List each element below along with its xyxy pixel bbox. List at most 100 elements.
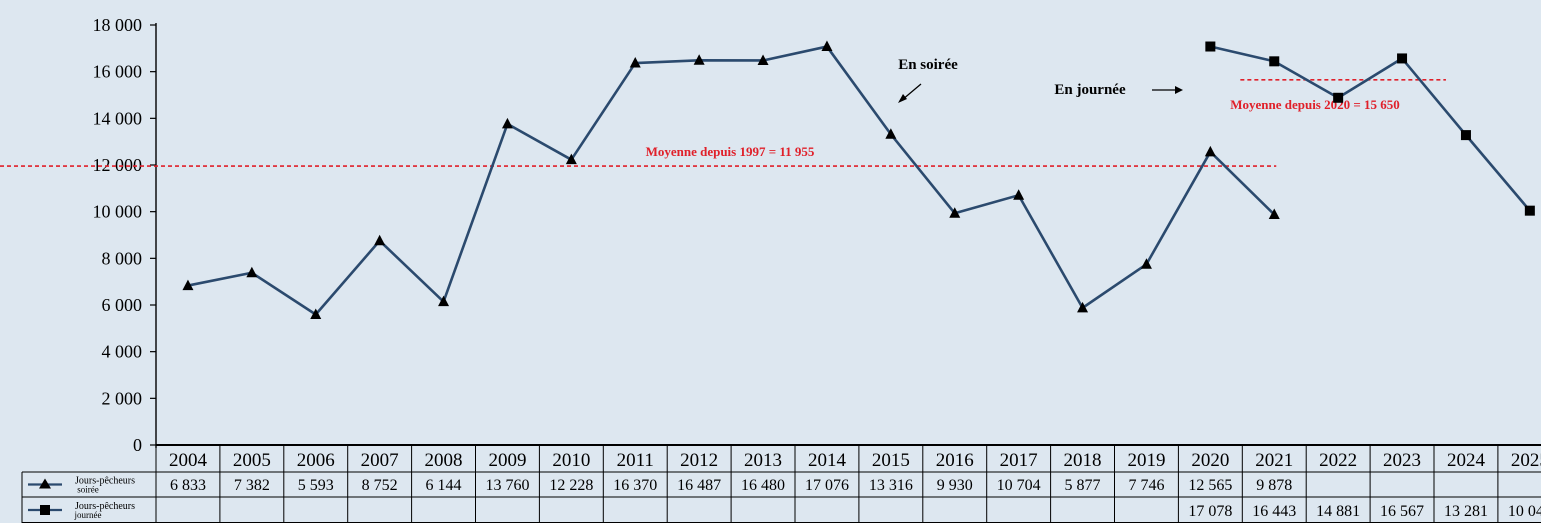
data-point-0-2015 [885,128,897,139]
average-label-1: Moyenne depuis 2020 = 15 650 [1230,97,1400,112]
data-point-0-2012 [693,54,705,65]
x-tick-label-2017: 2017 [1000,450,1038,471]
data-point-0-2017 [1013,189,1025,200]
table-cell-1-2021: 16 443 [1252,503,1296,520]
table-cell-1-2024: 13 281 [1444,503,1488,520]
x-tick-label-2023: 2023 [1383,450,1421,471]
data-point-1-2021 [1269,56,1280,67]
data-point-0-2013 [757,54,769,65]
table-cell-0-2006: 5 593 [298,477,334,494]
series-line-0 [187,45,1276,316]
data-point-0-2005 [246,266,258,278]
legend-label-1-line1: Jours-pêcheurs [75,501,135,512]
table-cell-0-2021: 9 878 [1256,477,1292,494]
table-cell-1-2022: 14 881 [1316,503,1360,520]
legend-label-1-line2: journée [74,510,102,520]
annotation-en-soiree: En soirée [898,57,958,103]
x-tick-label-2008: 2008 [425,450,463,471]
table-cell-0-2018: 5 877 [1065,477,1101,494]
x-tick-label-2010: 2010 [552,450,590,471]
data-table: 2004 2005 2006 2007 2008 2009 2010 2011 2012 2013… [21,446,1541,523]
x-tick-label-2014: 2014 [808,450,847,471]
annotation-en-journee-text: En journée [1054,82,1126,98]
table-cell-0-2008: 6 144 [426,477,462,494]
data-point-1-2024 [1460,130,1471,141]
x-tick-label-2013: 2013 [744,450,782,471]
x-tick-label-2018: 2018 [1064,450,1102,471]
table-cell-0-2013: 16 480 [741,477,785,494]
table-cell-0-2009: 13 760 [485,477,529,494]
x-tick-label-2021: 2021 [1255,450,1293,471]
legend-triangle-icon [39,478,51,489]
table-cell-0-2017: 10 704 [997,477,1041,494]
table-cell-0-2015: 13 316 [869,477,913,494]
plot-area [155,23,1541,448]
table-cell-0-2005: 7 382 [234,477,270,494]
series-layer [182,40,1535,319]
reference-lines: Moyenne depuis 1997 = 11 955 Moyenne depu… [0,79,1446,167]
y-tick-label: 12 000 [93,155,143,175]
y-tick-label: 6 000 [102,295,143,315]
data-point-0-2016 [949,207,961,218]
legend-label-0-line1: Jours-pêcheurs [75,476,135,487]
data-point-0-2014 [821,40,833,52]
y-tick-label: 16 000 [93,62,143,82]
arrow-head-icon [898,94,907,103]
annotation-en-soiree-text: En soirée [898,57,958,73]
x-tick-label-2022: 2022 [1319,450,1357,471]
data-point-0-2011 [629,57,641,68]
x-tick-label-2006: 2006 [297,450,335,471]
y-tick-label: 2 000 [102,388,143,408]
data-point-0-2010 [565,153,577,165]
y-tick-label: 10 000 [93,202,143,222]
x-tick-label-2007: 2007 [361,450,399,471]
table-cell-0-2007: 8 752 [362,477,398,494]
y-tick-label: 0 [133,435,142,455]
table-cell-0-2010: 12 228 [549,477,593,494]
data-point-1-2025 [1524,205,1535,216]
x-tick-label-2015: 2015 [872,450,910,471]
arrow-head-icon [1175,86,1183,94]
data-point-1-2022 [1333,92,1344,103]
data-point-0-2020 [1204,145,1216,157]
x-tick-label-2020: 2020 [1191,450,1229,471]
x-tick-label-2004: 2004 [169,450,208,471]
data-point-1-2023 [1397,53,1408,64]
data-point-0-2018 [1077,301,1089,313]
table-cell-0-2011: 16 370 [613,477,657,494]
x-tick-label-2019: 2019 [1127,450,1165,471]
x-tick-label-2025: 2025 [1511,450,1541,471]
table-cell-0-2014: 17 076 [805,477,849,494]
data-point-0-2004 [182,279,194,291]
table-cell-0-2016: 9 930 [937,477,973,494]
data-point-0-2006 [310,308,322,319]
legend-label-0-line2: soirée [77,485,99,495]
table-cell-1-2025: 10 043 [1508,503,1541,520]
data-point-0-2007 [374,234,386,246]
data-point-0-2019 [1140,258,1152,269]
average-label-0: Moyenne depuis 1997 = 11 955 [646,144,815,159]
x-tick-label-2024: 2024 [1447,450,1486,471]
x-tick-label-2012: 2012 [680,450,718,471]
y-tick-label: 14 000 [93,108,143,128]
y-tick-label: 8 000 [102,248,143,268]
data-point-1-2020 [1205,41,1216,52]
series-line-1 [1210,45,1531,212]
table-cell-0-2019: 7 746 [1128,477,1164,494]
legend-square-icon [40,505,50,515]
x-tick-label-2005: 2005 [233,450,271,471]
data-point-0-2021 [1268,208,1280,220]
table-cell-1-2020: 17 078 [1188,503,1232,520]
data-point-0-2008 [438,295,450,307]
annotation-en-journee: En journée [1054,82,1183,98]
data-point-0-2009 [501,117,513,129]
x-tick-label-2009: 2009 [488,450,526,471]
x-tick-label-2016: 2016 [936,450,974,471]
y-tick-label: 18 000 [93,15,143,35]
table-cell-1-2023: 16 567 [1380,503,1424,520]
y-axis: 0 2 000 4 000 6 000 8 000 10 000 12 000 14 000 1… [93,15,156,455]
table-cell-0-2012: 16 487 [677,477,721,494]
x-tick-label-2011: 2011 [617,450,654,471]
table-cell-0-2020: 12 565 [1188,477,1232,494]
